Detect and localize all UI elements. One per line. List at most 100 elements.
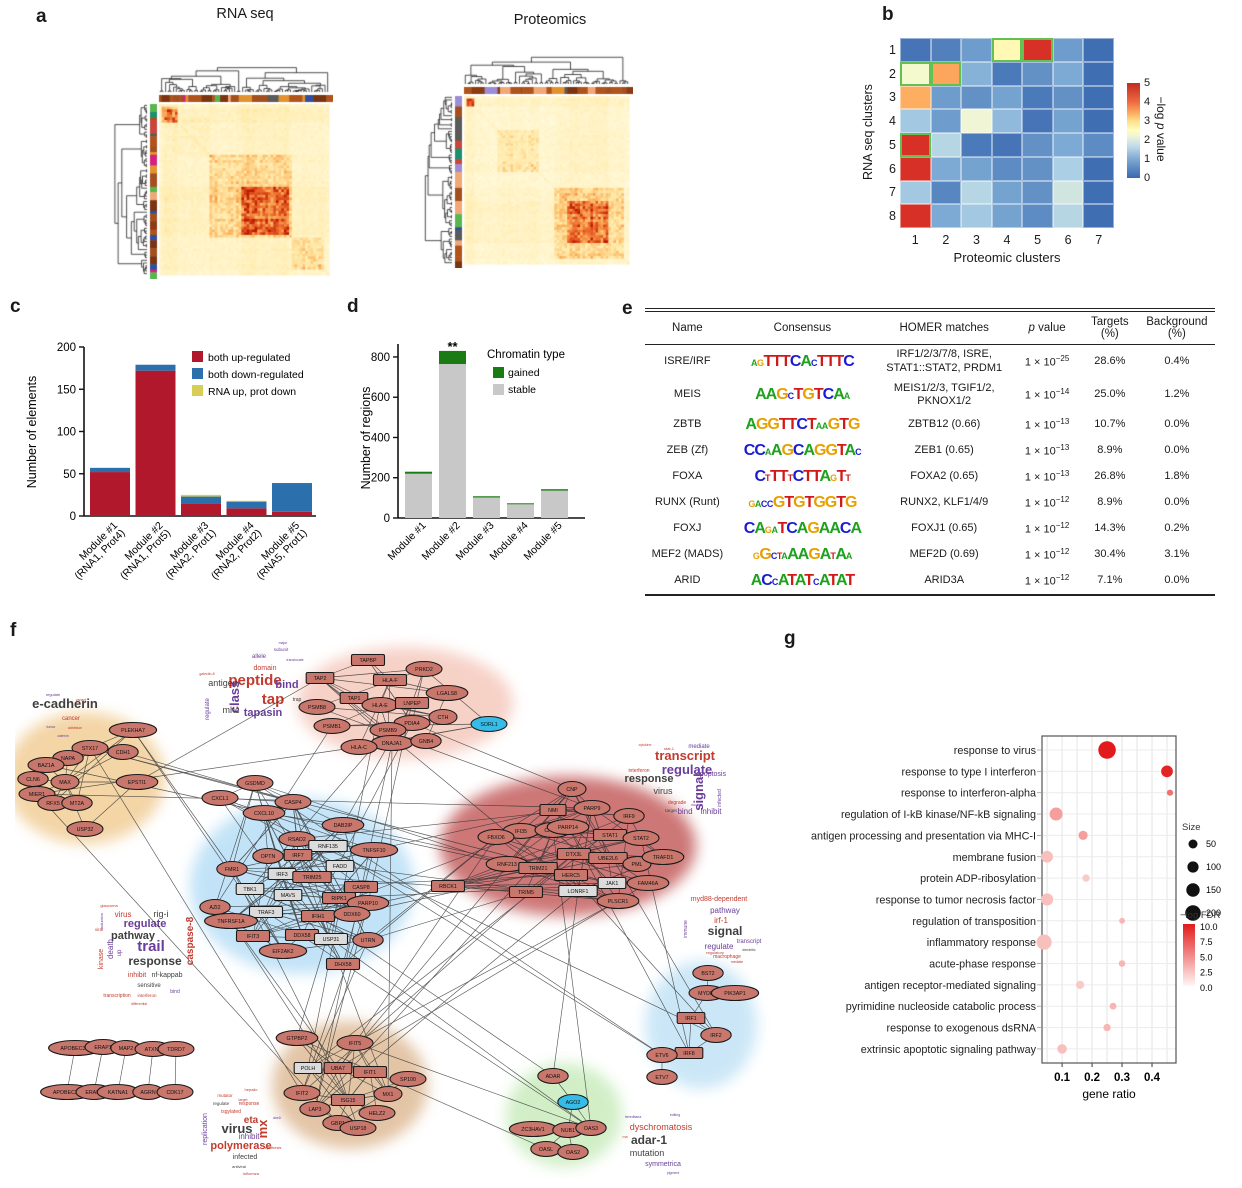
svg-text:major: major [279,641,289,645]
svg-text:**: ** [447,339,458,354]
svg-text:pigment: pigment [667,1171,679,1175]
heatmap-cell [1052,38,1084,62]
svg-text:HLA-C: HLA-C [351,745,367,751]
network-node: JAK1 [597,876,627,890]
svg-text:TDRD7: TDRD7 [167,1047,185,1053]
svg-text:IFIT3: IFIT3 [247,934,259,940]
svg-text:mediate: mediate [731,960,744,964]
heatmap-cell [991,133,1023,157]
network-node: PSMB1 [313,717,351,735]
bar-segment [541,490,568,518]
network-node: IFIT2 [283,1084,321,1102]
heatmap-cell [1083,156,1114,181]
svg-text:RFX5: RFX5 [46,801,60,807]
svg-text:0: 0 [70,511,76,523]
word-cloud: peptide tap class bind tapasin antigen mhc doma… [199,641,303,720]
svg-text:synthesis: synthesis [265,1145,282,1150]
svg-text:RSAD2: RSAD2 [288,837,306,843]
svg-text:FBXO6: FBXO6 [487,835,504,841]
category-label: response to virus [954,745,1037,757]
network-node: MT2A [61,794,93,812]
heatmap-cell [900,61,931,86]
network-node: TBK1 [235,882,265,896]
svg-text:mutator: mutator [217,1093,233,1098]
dot [1082,874,1090,882]
svg-text:PLEKHA7: PLEKHA7 [121,728,145,734]
network-node: STX17 [71,739,109,757]
row-label: 4 [889,114,896,129]
gene-network: e-cadherin cancer regulate variant tumor adhe… [15,641,762,1176]
svg-text:DNAJA1: DNAJA1 [382,741,402,747]
svg-text:APOBEC3G: APOBEC3G [60,1046,89,1052]
network-node: EPSTI1 [115,773,159,791]
table-cell: CAGATCAGAACA [743,520,862,537]
svg-text:GTPBP2: GTPBP2 [287,1036,308,1042]
svg-text:virus: virus [653,786,673,796]
heatmap-cell [900,109,931,133]
svg-text:UTRN: UTRN [361,938,376,944]
bar-segment [135,370,176,516]
svg-text:PLSCR1: PLSCR1 [608,899,629,905]
svg-text:DDX60: DDX60 [343,912,360,918]
table-cell: 0.2% [1164,522,1190,535]
bar-segment [473,497,500,518]
table-cell: MEIS [673,388,701,401]
svg-text:OAS3: OAS3 [584,1126,598,1132]
svg-text:MAP2: MAP2 [119,1046,133,1052]
svg-text:USP18: USP18 [350,1126,367,1132]
svg-text:allele: allele [252,654,267,660]
svg-text:50: 50 [63,469,76,481]
network-node: CTH [428,708,458,726]
svg-text:death: death [106,939,115,959]
svg-text:IRF3: IRF3 [276,872,288,878]
svg-text:inhibit: inhibit [128,972,146,979]
word-clouds: e-cadherin cancer regulate variant tumor adhe… [32,641,762,1176]
heatmap-cell [1083,38,1114,62]
network-node: DAB2IP [321,816,365,834]
svg-text:0.2: 0.2 [1084,1072,1100,1084]
svg-text:MYD88: MYD88 [698,991,716,997]
table-cell: 1 × 10−13 [1024,468,1070,484]
network-node: OASL [530,1140,562,1158]
colorbar-tick: 2 [1144,134,1151,146]
svg-text:CASP4: CASP4 [284,800,301,806]
svg-text:AZI2: AZI2 [209,905,220,911]
svg-text:FAM46A: FAM46A [638,881,659,887]
dot [1098,741,1116,759]
svg-text:rna: rna [622,1135,627,1139]
bar-segment [135,364,176,371]
category-label: protein ADP-ribosylation [920,873,1036,885]
svg-text:regulate: regulate [662,762,713,777]
network-node: IRF7 [283,848,313,862]
heatmap-cell [1083,61,1114,86]
dot [1118,960,1126,967]
svg-text:TBK1: TBK1 [243,887,256,893]
dot [1119,917,1125,924]
svg-text:DAB2IP: DAB2IP [334,823,353,829]
heatmap-cell [961,38,992,62]
svg-text:nuclear: nuclear [691,803,703,807]
heatmap-cell [1022,109,1053,133]
category-label: membrane fusion [953,852,1036,864]
network-node: MAVS [273,888,303,902]
table-cell: 1 × 10−12 [1024,520,1070,536]
panel-d-label: d [347,296,359,317]
network-node: IRF8 [674,1046,704,1060]
svg-text:IRF9: IRF9 [623,814,635,820]
network-node: USP31 [313,932,349,946]
dot [1057,1044,1067,1054]
svg-text:7.5: 7.5 [1200,937,1213,947]
heatmap-cell [930,61,962,86]
svg-text:regulate: regulate [705,942,734,951]
table-cell: AGGTTCTAAGTG [745,416,860,433]
cluster-overlap-heatmap [900,38,1114,228]
network-node: ADAR [537,1067,569,1085]
heatmap-cell [961,133,992,157]
heatmap-cell [961,61,992,86]
network-node: ETV6 [646,1046,678,1064]
svg-text:SORL1: SORL1 [480,722,497,728]
dot [1036,934,1052,950]
svg-text:RIPK1: RIPK1 [331,896,346,902]
svg-text:Size: Size [1182,822,1200,833]
network-node: TNFRSF1A [204,912,258,930]
